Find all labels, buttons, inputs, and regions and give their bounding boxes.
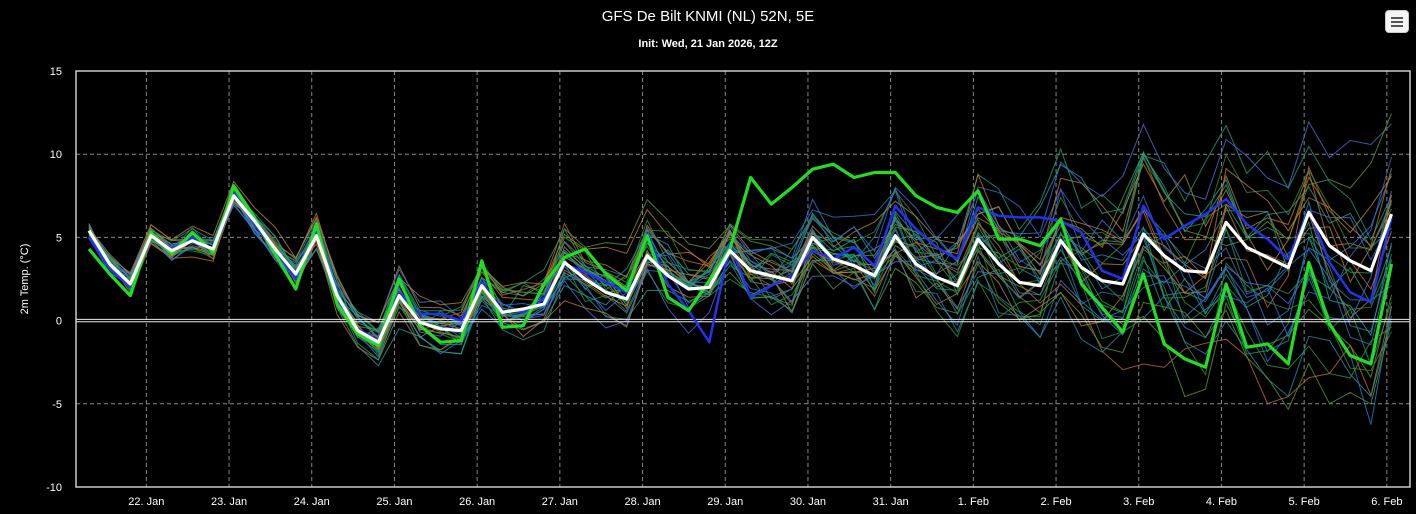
y-tick-label: 15 bbox=[50, 66, 62, 78]
ensemble-member-line bbox=[88, 201, 1392, 425]
y-tick-label: 5 bbox=[56, 232, 62, 244]
x-tick-label: 28. Jan bbox=[625, 496, 661, 508]
x-tick-label: 27. Jan bbox=[542, 496, 578, 508]
hamburger-menu-icon[interactable] bbox=[1385, 10, 1409, 33]
ensemble-member-line bbox=[88, 189, 1392, 411]
plot-frame bbox=[75, 70, 1411, 488]
x-tick-label: 6. Feb bbox=[1371, 496, 1402, 508]
mean-series-line bbox=[87, 194, 1394, 344]
y-tick-label: -5 bbox=[52, 399, 62, 411]
ensemble-member-line bbox=[88, 185, 1392, 341]
chart-subtitle: Init: Wed, 21 Jan 2026, 12Z bbox=[638, 38, 778, 50]
x-tick-label: 5. Feb bbox=[1289, 496, 1320, 508]
x-tick-label: 3. Feb bbox=[1123, 496, 1154, 508]
x-tick-label: 2. Feb bbox=[1040, 496, 1071, 508]
ensemble-member-line bbox=[88, 194, 1392, 361]
x-tick-label: 23. Jan bbox=[211, 496, 247, 508]
ensemble-member-line bbox=[88, 190, 1392, 341]
ensemble-member-line bbox=[88, 162, 1392, 323]
y-tick-label: -10 bbox=[46, 482, 62, 494]
x-tick-label: 26. Jan bbox=[459, 496, 495, 508]
y-axis-label: 2m Temp. (°C) bbox=[19, 244, 31, 315]
axes: -10 -5 0 5 10 15 22. Jan 23. Jan 24. Jan 25. Jan 2… bbox=[19, 66, 1411, 508]
ensemble-member-line bbox=[88, 194, 1392, 379]
y-tick-label: 10 bbox=[50, 149, 62, 161]
x-tick-label: 25. Jan bbox=[376, 496, 412, 508]
x-tick-label: 31. Jan bbox=[873, 496, 909, 508]
zero-line bbox=[76, 318, 1410, 323]
ensemble-member-line bbox=[88, 193, 1392, 324]
y-tick-label: 0 bbox=[56, 316, 62, 328]
grid bbox=[76, 71, 1410, 487]
chart-title: GFS De Bilt KNMI (NL) 52N, 5E bbox=[601, 8, 815, 25]
x-tick-label: 22. Jan bbox=[128, 496, 164, 508]
highlighted-series bbox=[87, 162, 1394, 369]
ensemble-member-line bbox=[88, 194, 1392, 398]
x-tick-label: 4. Feb bbox=[1206, 496, 1237, 508]
x-tick-label: 1. Feb bbox=[958, 496, 989, 508]
x-tick-label: 29. Jan bbox=[707, 496, 743, 508]
x-tick-label: 30. Jan bbox=[790, 496, 826, 508]
x-tick-label: 24. Jan bbox=[294, 496, 330, 508]
